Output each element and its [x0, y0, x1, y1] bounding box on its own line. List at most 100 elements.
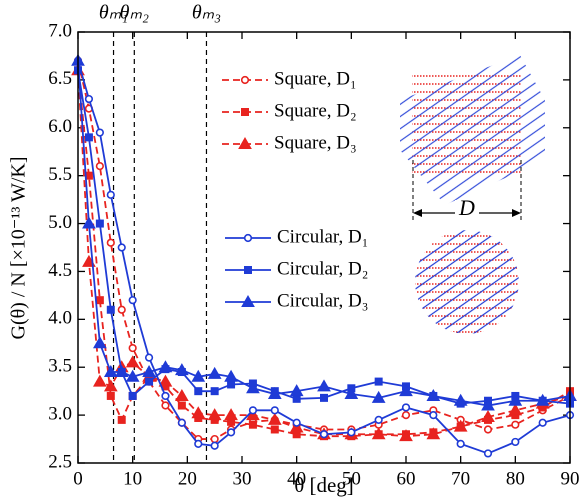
- marker: [481, 410, 495, 423]
- marker: [191, 406, 206, 419]
- marker: [210, 387, 219, 396]
- marker: [289, 384, 304, 397]
- marker: [95, 296, 104, 305]
- marker: [82, 216, 96, 229]
- x-tick-label: 90: [561, 468, 580, 489]
- marker: [175, 363, 189, 376]
- legend-marker: [241, 108, 249, 116]
- y-tick-label: 5.5: [48, 164, 72, 185]
- y-tick-label: 6.0: [48, 116, 72, 137]
- y-tick-label: 4.0: [48, 308, 72, 329]
- marker: [248, 406, 258, 415]
- legend-label: Circular, D₁: [277, 226, 368, 247]
- marker: [84, 94, 94, 104]
- legend-label: Circular, D₃: [277, 290, 368, 311]
- marker: [103, 379, 118, 392]
- y-tick-label: 7.0: [48, 20, 72, 41]
- marker: [144, 353, 154, 362]
- marker: [194, 439, 203, 448]
- y-tick-label: 5.0: [48, 212, 72, 233]
- legend-marker: [238, 136, 252, 149]
- marker: [426, 427, 441, 440]
- marker: [481, 398, 495, 411]
- y-tick-label: 2.5: [48, 451, 72, 472]
- marker: [429, 411, 438, 420]
- marker: [103, 365, 118, 378]
- marker: [453, 419, 468, 432]
- marker: [319, 430, 329, 439]
- marker: [161, 391, 170, 401]
- marker: [128, 296, 137, 305]
- marker: [508, 403, 523, 416]
- y-tick-label: 6.5: [48, 68, 72, 89]
- x-tick-label: 80: [506, 468, 525, 489]
- legend-marker: [244, 266, 252, 274]
- marker: [117, 415, 126, 424]
- x-tick-label: 0: [73, 468, 83, 489]
- marker: [175, 388, 189, 401]
- marker: [117, 243, 126, 252]
- legend-label: Circular, D₂: [277, 258, 368, 279]
- inset-label-bg: [455, 200, 479, 224]
- y-tick-label: 3.5: [48, 356, 72, 377]
- marker: [93, 336, 107, 349]
- marker: [161, 401, 170, 410]
- legend-label: Square, D₁: [274, 68, 357, 89]
- legend-marker: [243, 233, 253, 243]
- x-tick-label: 30: [233, 468, 252, 489]
- marker: [248, 420, 257, 429]
- marker: [292, 394, 301, 403]
- marker: [270, 406, 279, 415]
- marker: [128, 343, 137, 353]
- x-tick-label: 60: [397, 468, 416, 489]
- marker: [426, 388, 441, 401]
- inset-blue-lines: [400, 55, 545, 205]
- y-tick-label: 3.0: [48, 403, 72, 424]
- marker: [142, 365, 156, 378]
- marker: [224, 408, 238, 421]
- marker: [401, 403, 411, 412]
- marker: [399, 384, 413, 397]
- x-tick-label: 10: [123, 468, 142, 489]
- marker: [347, 428, 356, 437]
- marker: [226, 428, 236, 437]
- marker: [511, 420, 520, 429]
- marker: [95, 219, 104, 228]
- x-tick-label: 20: [178, 468, 197, 489]
- marker: [401, 411, 411, 420]
- marker: [399, 429, 413, 442]
- marker: [508, 393, 523, 406]
- inset-circle-blue: [415, 230, 519, 334]
- marker: [224, 369, 238, 382]
- marker: [344, 387, 359, 400]
- marker: [106, 391, 115, 400]
- marker: [270, 425, 279, 434]
- marker: [453, 393, 468, 406]
- marker: [106, 238, 115, 247]
- marker: [125, 355, 140, 368]
- marker: [292, 418, 301, 427]
- marker: [177, 401, 186, 410]
- marker: [207, 408, 222, 421]
- annotation-label: θₘ₂: [120, 2, 149, 24]
- inset: D: [400, 55, 545, 334]
- marker: [106, 305, 115, 314]
- marker: [210, 441, 219, 450]
- legend-label: Square, D₂: [274, 100, 357, 121]
- marker: [317, 379, 331, 392]
- marker: [374, 415, 383, 425]
- marker: [483, 425, 493, 434]
- marker: [207, 366, 222, 379]
- inset-arrowhead: [413, 209, 422, 217]
- y-tick-label: 4.5: [48, 260, 72, 281]
- marker: [177, 418, 186, 427]
- legend-label: Square, D₃: [274, 132, 357, 153]
- x-axis-title: θ [deg]: [294, 473, 354, 497]
- marker: [93, 374, 107, 387]
- marker: [267, 387, 282, 400]
- legend-marker: [240, 75, 250, 85]
- marker: [106, 190, 115, 199]
- marker: [194, 387, 203, 396]
